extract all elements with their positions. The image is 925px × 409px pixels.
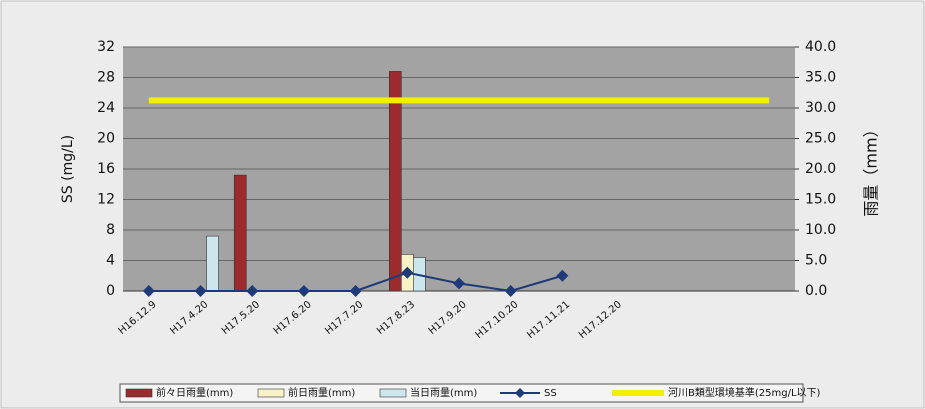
bar [233,174,247,292]
point [297,285,310,297]
point [401,266,414,279]
legend-swatch [125,388,153,398]
y2-tick-label: 5.0 [805,253,827,269]
y2-tick-label: 40.0 [805,39,836,55]
legend-label: 当日雨量(mm) [410,386,477,399]
y-tick-label: 8 [106,222,115,238]
y2-tick-label: 0.0 [805,283,827,299]
y2-tick-label: 10.0 [805,222,836,238]
point [246,285,259,297]
legend-marker [515,388,525,398]
point [453,277,465,290]
point [194,285,207,297]
y-tick-label: 0 [106,283,115,299]
y2-tick-label: 20.0 [805,161,836,177]
bar [206,235,219,292]
y2-axis-label: 雨量（mm） [862,121,881,216]
y2-tick-label: 35.0 [805,70,836,86]
point [556,269,569,282]
y-tick-label: 12 [97,192,115,208]
point [504,285,517,297]
y-tick-label: 32 [97,39,115,55]
y-tick-label: 16 [97,161,115,177]
y-tick-label: 4 [106,253,115,269]
point [349,285,362,297]
y2-tick-label: 15.0 [805,192,836,208]
y-tick-label: 20 [97,131,115,147]
legend-swatch [257,388,285,398]
legend-label: 河川B類型環境基準(25mg/L以下) [668,386,821,399]
y-tick-label: 24 [97,100,115,116]
y2-tick-label: 25.0 [805,131,836,147]
point [142,285,155,297]
y2-tick-label: 30.0 [805,100,836,116]
y-tick-label: 28 [97,70,115,86]
legend-label: 前々日雨量(mm) [156,386,233,399]
legend-swatch [379,388,407,398]
legend [119,383,804,403]
y-axis-label: SS (mg/L) [60,135,76,203]
legend-label: SS [544,388,557,399]
legend-label: 前日雨量(mm) [288,386,355,399]
bar [389,71,402,292]
